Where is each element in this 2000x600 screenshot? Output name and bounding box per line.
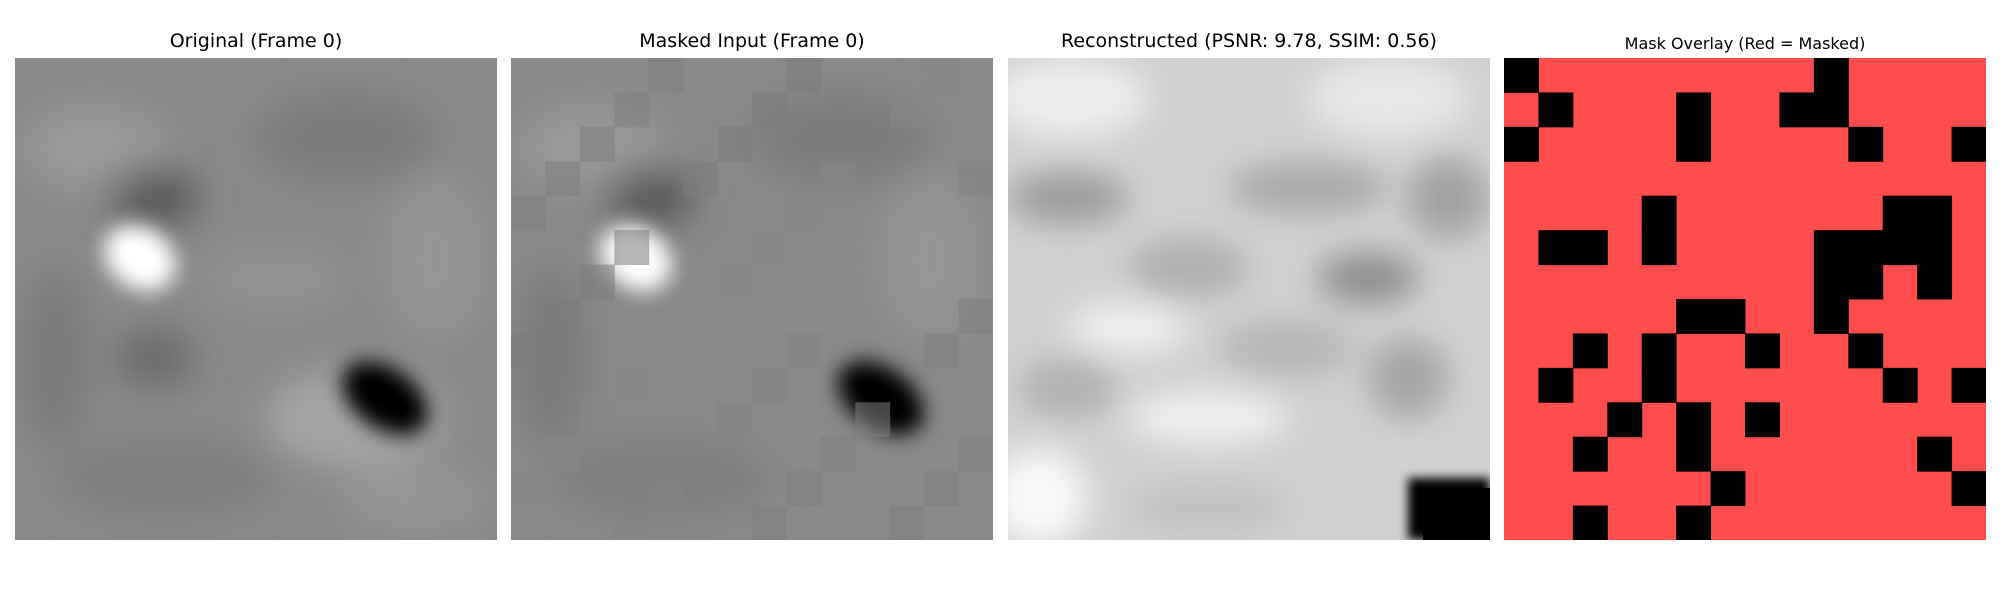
panel-mask-overlay: Mask Overlay (Red = Masked) bbox=[1504, 0, 1986, 600]
masked-patch bbox=[614, 230, 650, 266]
visible-patch bbox=[1676, 505, 1712, 540]
visible-patch bbox=[1641, 367, 1677, 403]
visible-patch bbox=[1813, 230, 1849, 266]
masked-patch bbox=[614, 367, 650, 403]
visible-patch bbox=[1641, 230, 1677, 266]
visible-patch bbox=[1917, 264, 1953, 300]
visible-patch bbox=[1917, 195, 1953, 231]
visible-patch bbox=[1676, 126, 1712, 162]
masked-patch bbox=[889, 505, 925, 540]
visible-patch bbox=[1572, 333, 1608, 369]
masked-patch bbox=[683, 161, 719, 197]
masked-patch bbox=[579, 264, 615, 300]
panel-reconstructed: Reconstructed (PSNR: 9.78, SSIM: 0.56) bbox=[1008, 0, 1490, 600]
masked-patch bbox=[752, 230, 787, 266]
masked-patch bbox=[820, 436, 856, 472]
panel-title-original: Original (Frame 0) bbox=[169, 30, 343, 52]
visible-patch bbox=[1607, 402, 1643, 438]
masked-patch bbox=[579, 402, 615, 438]
visible-patch bbox=[1538, 230, 1574, 266]
visible-patch bbox=[1951, 367, 1986, 403]
masked-patch bbox=[717, 126, 753, 162]
masked-patch bbox=[924, 333, 960, 369]
masked-patch bbox=[648, 471, 684, 507]
visible-patch bbox=[1848, 333, 1884, 369]
masked-patch bbox=[786, 58, 822, 93]
masked-patch bbox=[786, 333, 822, 369]
masked-patch bbox=[545, 436, 581, 472]
visible-patch bbox=[1504, 58, 1539, 93]
masked-patch bbox=[545, 161, 581, 197]
masked-patch bbox=[579, 126, 615, 162]
visible-patch bbox=[1917, 230, 1953, 266]
visible-patch bbox=[1676, 436, 1712, 472]
visible-patch bbox=[1813, 264, 1849, 300]
masked-patch bbox=[752, 505, 787, 540]
masked-patch bbox=[820, 161, 856, 197]
visible-patch bbox=[1572, 436, 1608, 472]
masked-patch bbox=[511, 471, 546, 507]
visible-patch bbox=[1538, 367, 1574, 403]
masked-patch bbox=[786, 471, 822, 507]
masked-patch bbox=[717, 402, 753, 438]
panel-masked-input: Masked Input (Frame 0) bbox=[511, 0, 993, 600]
visible-patch bbox=[1848, 264, 1884, 300]
visible-patch bbox=[1745, 402, 1780, 438]
masked-patch bbox=[924, 58, 960, 93]
masked-patch bbox=[614, 505, 650, 540]
panel-title-mask-overlay: Mask Overlay (Red = Masked) bbox=[1624, 34, 1866, 53]
visible-patch bbox=[1917, 436, 1953, 472]
visible-patch bbox=[1813, 58, 1849, 93]
visible-patch bbox=[1641, 195, 1677, 231]
masked-patch bbox=[855, 402, 891, 438]
mask-overlay-image bbox=[1504, 58, 1986, 540]
masked-patch bbox=[786, 195, 822, 231]
visible-patch bbox=[1882, 367, 1918, 403]
visible-patch bbox=[1641, 333, 1677, 369]
visible-patch bbox=[1538, 92, 1574, 128]
visible-patch bbox=[1951, 126, 1986, 162]
masked-patch bbox=[958, 299, 993, 334]
visible-patch bbox=[1813, 92, 1849, 128]
panel-original: Original (Frame 0) bbox=[15, 0, 497, 600]
masked-patch bbox=[752, 92, 787, 128]
reconstructed-image bbox=[1008, 58, 1490, 540]
masked-patch bbox=[958, 436, 993, 472]
visible-patch bbox=[1710, 471, 1746, 507]
visible-patch bbox=[1572, 230, 1608, 266]
panel-title-reconstructed: Reconstructed (PSNR: 9.78, SSIM: 0.56) bbox=[1061, 30, 1437, 52]
masked-patch bbox=[511, 195, 546, 231]
masked-patch bbox=[752, 367, 787, 403]
masked-patch bbox=[511, 333, 546, 369]
masked-patch bbox=[545, 299, 581, 334]
visible-patch bbox=[1676, 299, 1712, 334]
visible-patch bbox=[1882, 195, 1918, 231]
masked-input-image bbox=[511, 58, 993, 540]
visible-patch bbox=[1676, 402, 1712, 438]
masked-patch bbox=[614, 92, 650, 128]
visible-patch bbox=[1710, 299, 1746, 334]
visible-patch bbox=[1572, 505, 1608, 540]
masked-patch bbox=[924, 471, 960, 507]
visible-patch bbox=[1504, 126, 1539, 162]
original-image bbox=[15, 58, 497, 540]
visible-patch bbox=[1676, 92, 1712, 128]
masked-patch bbox=[958, 161, 993, 197]
masked-patch bbox=[648, 58, 684, 93]
visible-patch bbox=[1951, 471, 1986, 507]
visible-patch bbox=[1848, 126, 1884, 162]
masked-patch bbox=[889, 92, 925, 128]
panel-title-masked-input: Masked Input (Frame 0) bbox=[639, 30, 865, 52]
visible-patch bbox=[1813, 299, 1849, 334]
visible-patch bbox=[1779, 92, 1815, 128]
visible-patch bbox=[1745, 333, 1780, 369]
masked-patch bbox=[717, 264, 753, 300]
visible-patch bbox=[1882, 230, 1918, 266]
visible-patch bbox=[1848, 230, 1884, 266]
